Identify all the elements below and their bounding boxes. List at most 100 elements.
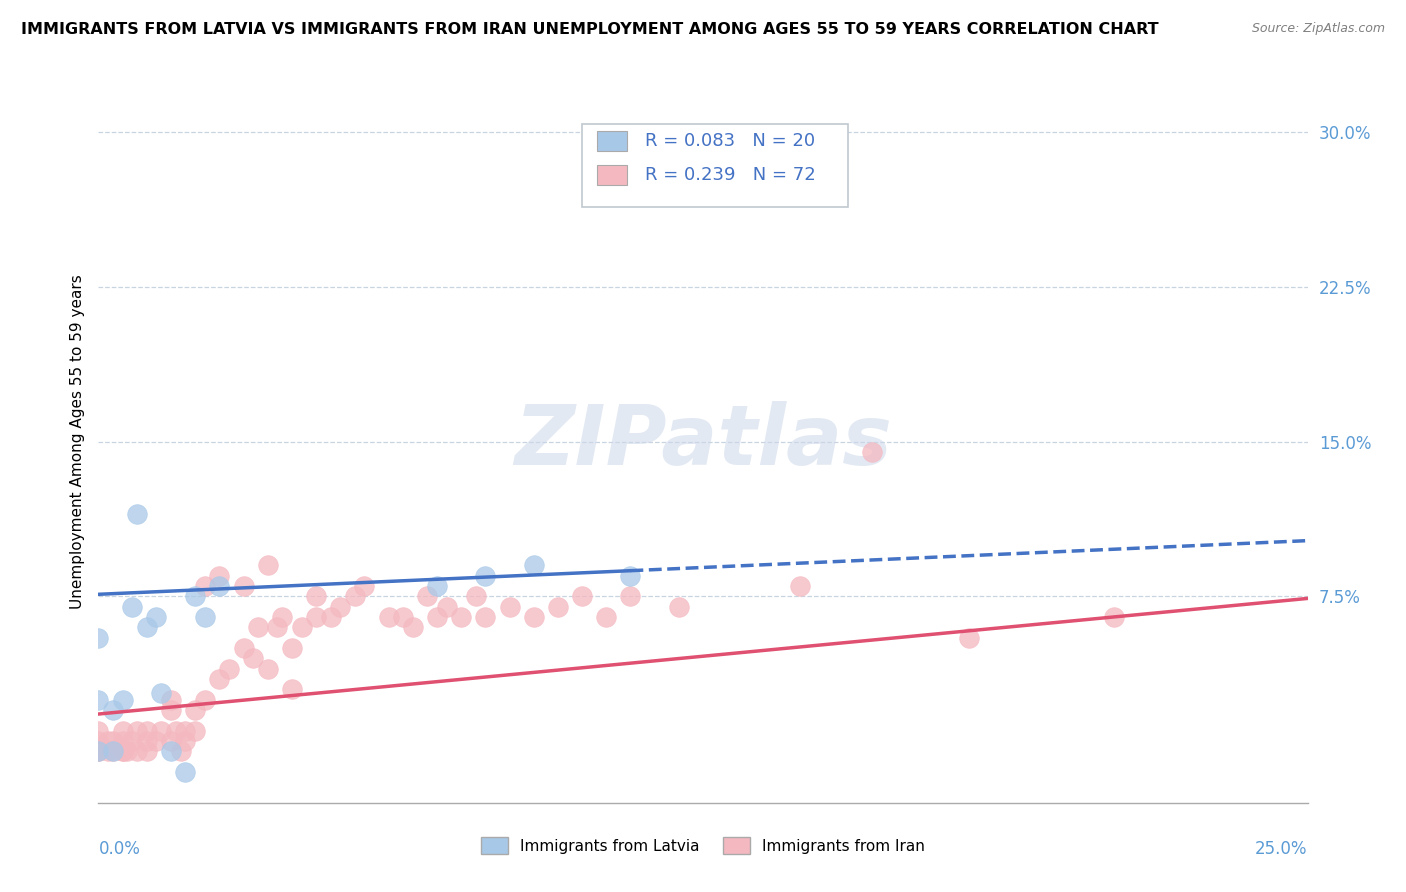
Point (208, 672, 231, 686)
Point (218, 662, 240, 676)
Point (256, 662, 278, 676)
Point (101, 734, 124, 748)
Point (402, 620, 425, 634)
Point (135, 734, 157, 748)
Point (305, 590, 328, 604)
Point (194, 692, 217, 706)
Point (111, 744, 134, 758)
Point (450, 610, 472, 624)
Point (169, 744, 191, 758)
Point (111, 723, 134, 738)
Point (121, 599, 143, 614)
Point (87, 744, 110, 758)
Point (353, 579, 375, 593)
Text: IMMIGRANTS FROM LATVIA VS IMMIGRANTS FROM IRAN UNEMPLOYMENT AMONG AGES 55 TO 59 : IMMIGRANTS FROM LATVIA VS IMMIGRANTS FRO… (21, 22, 1159, 37)
Point (87, 744, 110, 758)
Point (135, 744, 157, 758)
Point (111, 692, 134, 706)
Point (523, 610, 546, 624)
Point (232, 579, 254, 593)
Point (127, 744, 149, 758)
Point (97, 744, 120, 758)
Point (1102, 610, 1125, 624)
Point (208, 568, 231, 582)
Point (194, 610, 217, 624)
Point (290, 620, 312, 634)
Point (101, 744, 124, 758)
Point (281, 682, 304, 697)
Point (160, 692, 183, 706)
Point (547, 599, 569, 614)
Point (127, 723, 149, 738)
Point (121, 734, 143, 748)
Point (160, 703, 183, 717)
Point (111, 734, 134, 748)
Point (571, 590, 593, 604)
Point (474, 568, 496, 582)
Text: R = 0.083   N = 20: R = 0.083 N = 20 (645, 132, 815, 150)
Point (87, 744, 110, 758)
Text: 0.0%: 0.0% (98, 840, 141, 858)
Point (271, 610, 294, 624)
Point (377, 610, 399, 624)
Point (111, 744, 134, 758)
Point (305, 610, 328, 624)
Point (127, 507, 149, 521)
Point (474, 610, 496, 624)
Point (319, 610, 342, 624)
Point (150, 686, 173, 700)
Point (101, 703, 124, 717)
Point (329, 599, 352, 614)
Legend: Immigrants from Latvia, Immigrants from Iran: Immigrants from Latvia, Immigrants from … (474, 831, 932, 860)
Point (97, 734, 120, 748)
Point (87, 692, 110, 706)
Point (117, 744, 139, 758)
Point (87, 734, 110, 748)
Point (135, 620, 157, 634)
Point (135, 723, 157, 738)
Bar (596, 131, 627, 151)
Point (523, 558, 546, 573)
Text: Source: ZipAtlas.com: Source: ZipAtlas.com (1251, 22, 1385, 36)
Point (256, 558, 278, 573)
Point (343, 590, 366, 604)
Text: 25.0%: 25.0% (1256, 840, 1308, 858)
Point (165, 723, 187, 738)
Point (619, 568, 641, 582)
Point (426, 610, 449, 624)
Point (208, 579, 231, 593)
Point (957, 631, 980, 645)
Point (87, 723, 110, 738)
Point (436, 599, 458, 614)
Point (247, 620, 270, 634)
Point (595, 610, 617, 624)
Point (160, 734, 183, 748)
Point (194, 579, 217, 593)
Point (789, 579, 811, 593)
Bar (596, 165, 627, 185)
Point (232, 640, 254, 655)
Point (145, 610, 167, 624)
Point (87, 631, 110, 645)
Point (174, 723, 197, 738)
Y-axis label: Unemployment Among Ages 55 to 59 years: Unemployment Among Ages 55 to 59 years (69, 274, 84, 609)
FancyBboxPatch shape (582, 124, 848, 207)
Text: R = 0.239   N = 72: R = 0.239 N = 72 (645, 166, 815, 184)
Point (145, 734, 167, 748)
Point (619, 590, 641, 604)
Point (498, 599, 520, 614)
Point (416, 590, 439, 604)
Point (184, 723, 207, 738)
Point (668, 599, 690, 614)
Point (426, 579, 449, 593)
Point (184, 703, 207, 717)
Point (242, 651, 264, 665)
Point (464, 590, 486, 604)
Point (160, 744, 183, 758)
Point (266, 620, 288, 634)
Point (281, 640, 304, 655)
Text: ZIPatlas: ZIPatlas (515, 401, 891, 482)
Point (174, 764, 197, 779)
Point (860, 445, 883, 459)
Point (174, 734, 197, 748)
